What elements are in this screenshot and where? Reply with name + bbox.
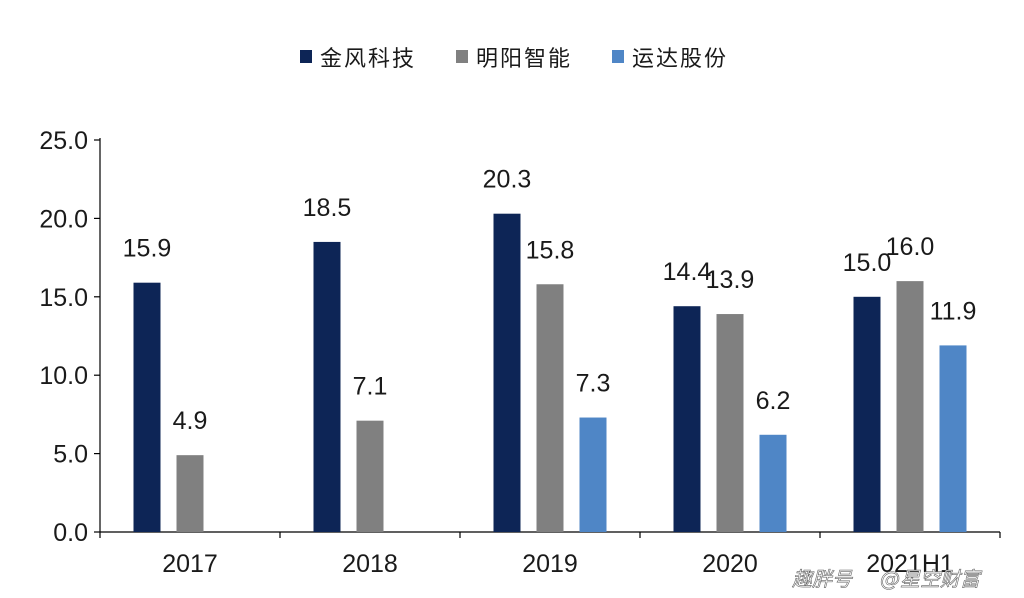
data-label: 4.9: [173, 407, 208, 435]
data-label: 7.1: [353, 373, 388, 401]
data-label: 6.2: [756, 387, 791, 415]
legend-swatch: [456, 50, 468, 63]
legend: 金风科技 明阳智能 运达股份: [300, 47, 728, 72]
data-label: 15.8: [526, 236, 575, 264]
bar: [579, 417, 607, 532]
bar: [896, 281, 924, 532]
bar: [356, 420, 384, 532]
watermark-right: @星空财富: [880, 567, 983, 591]
bar: [716, 314, 744, 532]
legend-label: 明阳智能: [476, 47, 572, 72]
y-tick-label: 10.0: [39, 362, 88, 390]
data-label: 15.9: [123, 235, 172, 263]
bar: [313, 241, 341, 533]
bars: [133, 213, 967, 533]
y-tick-label: 20.0: [39, 205, 88, 233]
bar: [176, 455, 204, 532]
legend-swatch: [612, 50, 624, 63]
data-label: 11.9: [930, 297, 977, 325]
data-label: 18.5: [303, 194, 352, 222]
bar: [759, 434, 787, 532]
y-tick-label: 25.0: [39, 127, 88, 155]
y-tick-label: 0.0: [53, 519, 88, 547]
x-tick-label: 2019: [522, 550, 578, 578]
x-tick-label: 2018: [342, 550, 398, 578]
legend-swatch: [300, 50, 312, 63]
bar: [536, 284, 564, 532]
data-label: 7.3: [576, 370, 611, 398]
data-label: 20.3: [483, 166, 532, 194]
bar: [673, 306, 701, 532]
bar: [133, 282, 161, 532]
data-label: 14.4: [663, 258, 712, 286]
x-tick-label: 2017: [162, 550, 218, 578]
axes: 0.0 5.0 10.0 15.0 20.0 25.0 2017 2018 2019 2020 20…: [39, 127, 1001, 578]
y-tick-label: 15.0: [39, 284, 88, 312]
legend-label: 金风科技: [320, 47, 416, 72]
x-tick-label: 2021H1: [866, 550, 954, 578]
watermark: 趣胖号 @星空财富: [792, 567, 984, 592]
x-tick-label: 2020: [702, 550, 758, 578]
watermark-left: 趣胖号: [792, 567, 853, 591]
bar: [939, 345, 967, 532]
data-label: 16.0: [886, 233, 935, 261]
legend-label: 运达股份: [632, 47, 728, 72]
data-label: 15.0: [843, 249, 892, 277]
bar: [493, 213, 521, 533]
y-tick-label: 5.0: [53, 441, 88, 469]
bar: [853, 296, 881, 532]
data-label: 13.9: [706, 266, 755, 294]
data-labels: 15.9 4.9 18.5 7.1 20.3 15.8 7.3 14.413.9 6.2 15.0…: [123, 166, 977, 435]
